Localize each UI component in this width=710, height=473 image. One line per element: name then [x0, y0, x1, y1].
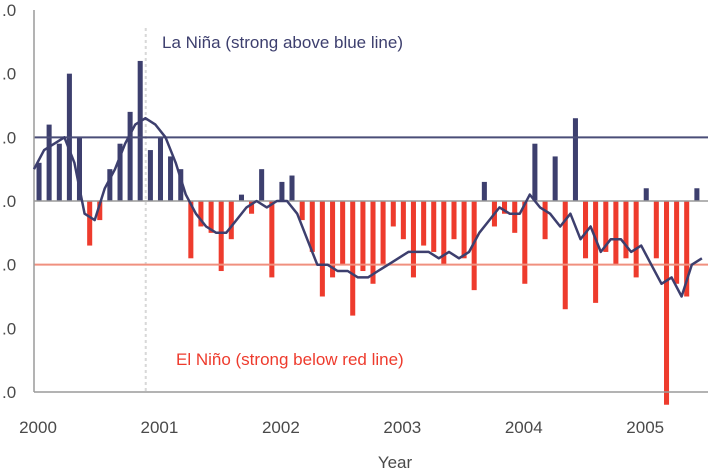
- bar: [481, 181, 487, 201]
- bar: [157, 137, 164, 201]
- bar: [522, 201, 528, 284]
- bar: [259, 169, 265, 201]
- bar: [238, 194, 245, 201]
- bar: [380, 201, 386, 265]
- bar: [107, 169, 113, 201]
- bar: [370, 201, 376, 284]
- x-axis-label: Year: [378, 453, 413, 472]
- bar: [542, 201, 548, 240]
- el-nino-annotation: El Niño (strong below red line): [176, 350, 404, 369]
- bar: [664, 201, 670, 405]
- y-tick-label: .0: [2, 1, 16, 20]
- bar: [188, 201, 194, 259]
- bar: [168, 156, 174, 201]
- x-tick-label: 2005: [626, 418, 664, 437]
- bar: [127, 111, 133, 201]
- bar: [228, 201, 234, 240]
- bar: [117, 143, 123, 201]
- x-tick-label: 2001: [141, 418, 179, 437]
- bar: [390, 201, 396, 227]
- bar: [633, 201, 639, 278]
- x-tick-label: 2000: [19, 418, 57, 437]
- bar: [562, 201, 568, 310]
- x-tick-label: 2004: [505, 418, 543, 437]
- bar: [684, 201, 690, 297]
- bar: [532, 143, 538, 201]
- bar: [502, 201, 508, 214]
- bar: [147, 150, 153, 201]
- axis-layer: [33, 10, 708, 393]
- bar: [461, 201, 467, 259]
- bar: [360, 201, 366, 272]
- bar: [56, 143, 62, 201]
- y-tick-label: .0: [2, 192, 16, 211]
- bar: [198, 201, 204, 227]
- bar: [340, 201, 346, 265]
- bar: [46, 124, 52, 201]
- bar: [249, 201, 255, 214]
- bar: [451, 201, 457, 240]
- bar-series-layer: [36, 60, 700, 405]
- bar: [218, 201, 224, 272]
- y-tick-label: .0: [2, 128, 16, 147]
- bar: [208, 201, 214, 233]
- x-tick-label: 2003: [383, 418, 421, 437]
- x-tick-label: 2002: [262, 418, 300, 437]
- bar: [36, 162, 42, 201]
- bar: [643, 188, 649, 201]
- bar: [593, 201, 599, 303]
- bar: [431, 201, 437, 252]
- bar: [441, 201, 447, 265]
- y-tick-label: .0: [2, 65, 16, 84]
- smoothed-line: [32, 116, 703, 298]
- bar: [87, 201, 93, 246]
- la-nina-annotation: La Niña (strong above blue line): [162, 33, 403, 52]
- bar: [76, 137, 82, 201]
- bar: [178, 169, 184, 201]
- bar: [410, 201, 416, 278]
- bar: [603, 201, 609, 252]
- y-tick-label: .0: [2, 319, 16, 338]
- bar: [137, 60, 143, 201]
- bar: [694, 188, 700, 201]
- bar: [299, 201, 305, 221]
- bar: [613, 201, 619, 265]
- bar: [623, 201, 629, 259]
- bar: [674, 201, 680, 284]
- bar: [309, 201, 315, 252]
- bar: [400, 201, 406, 240]
- bar: [330, 201, 336, 278]
- bar: [279, 181, 285, 201]
- y-tick-label: .0: [2, 256, 16, 275]
- bar: [572, 118, 578, 201]
- bar: [319, 201, 325, 297]
- bar: [471, 201, 477, 291]
- bar: [583, 201, 589, 259]
- bar: [350, 201, 356, 316]
- threshold-lines-layer: [34, 136, 708, 266]
- bar: [552, 156, 558, 201]
- line-series-layer: [32, 116, 703, 298]
- bar: [269, 201, 275, 278]
- bar: [97, 201, 103, 221]
- bar: [653, 201, 659, 259]
- bar: [512, 201, 518, 233]
- bar: [421, 201, 427, 246]
- y-tick-label: .0: [2, 383, 16, 402]
- bar: [289, 175, 295, 201]
